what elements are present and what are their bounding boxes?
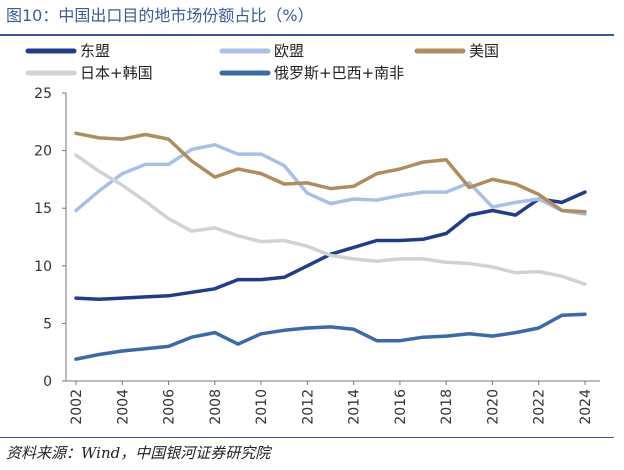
title-divider <box>0 34 614 36</box>
series-lines <box>74 131 587 361</box>
y-tick-label: 25 <box>34 86 52 102</box>
y-tick-label: 0 <box>43 374 52 390</box>
x-tick-label: 2008 <box>208 389 224 425</box>
axes: 0 5 10 15 20 25 2002 2004 2006 2008 2010 2012 2014 20… <box>34 86 600 425</box>
legend-label: 欧盟 <box>274 42 304 60</box>
series-line-russia-brazil-southafrica <box>74 312 587 361</box>
legend-label: 日本+韩国 <box>80 64 153 82</box>
legend-label: 东盟 <box>80 42 110 60</box>
x-tick-label: 2006 <box>162 389 178 425</box>
x-tick-label: 2012 <box>300 389 316 425</box>
x-tick-label: 2020 <box>485 389 501 425</box>
y-tick-label: 20 <box>34 144 52 160</box>
series-line-eu <box>74 143 587 216</box>
series-line-usa <box>74 131 587 214</box>
y-tick-label: 10 <box>34 259 52 275</box>
series-line-japan-korea <box>74 153 587 286</box>
x-tick-label: 2022 <box>532 389 548 425</box>
x-tick-label: 2018 <box>439 389 455 425</box>
x-tick-label: 2024 <box>578 389 594 425</box>
x-tick-label: 2004 <box>115 389 131 425</box>
y-tick-label: 5 <box>43 316 52 332</box>
x-tick-label: 2002 <box>69 389 85 425</box>
x-tick-label: 2014 <box>347 389 363 425</box>
x-tick-label: 2010 <box>254 389 270 425</box>
source-note: 资料来源：Wind，中国银河证券研究院 <box>6 444 271 462</box>
legend-label: 美国 <box>469 42 499 60</box>
legend-label: 俄罗斯+巴西+南非 <box>274 64 404 82</box>
chart-title: 图10：中国出口目的地市场份额占比（%） <box>6 6 314 25</box>
y-tick-label: 15 <box>34 201 52 217</box>
x-tick-label: 2016 <box>393 389 409 425</box>
source-divider <box>0 437 614 438</box>
